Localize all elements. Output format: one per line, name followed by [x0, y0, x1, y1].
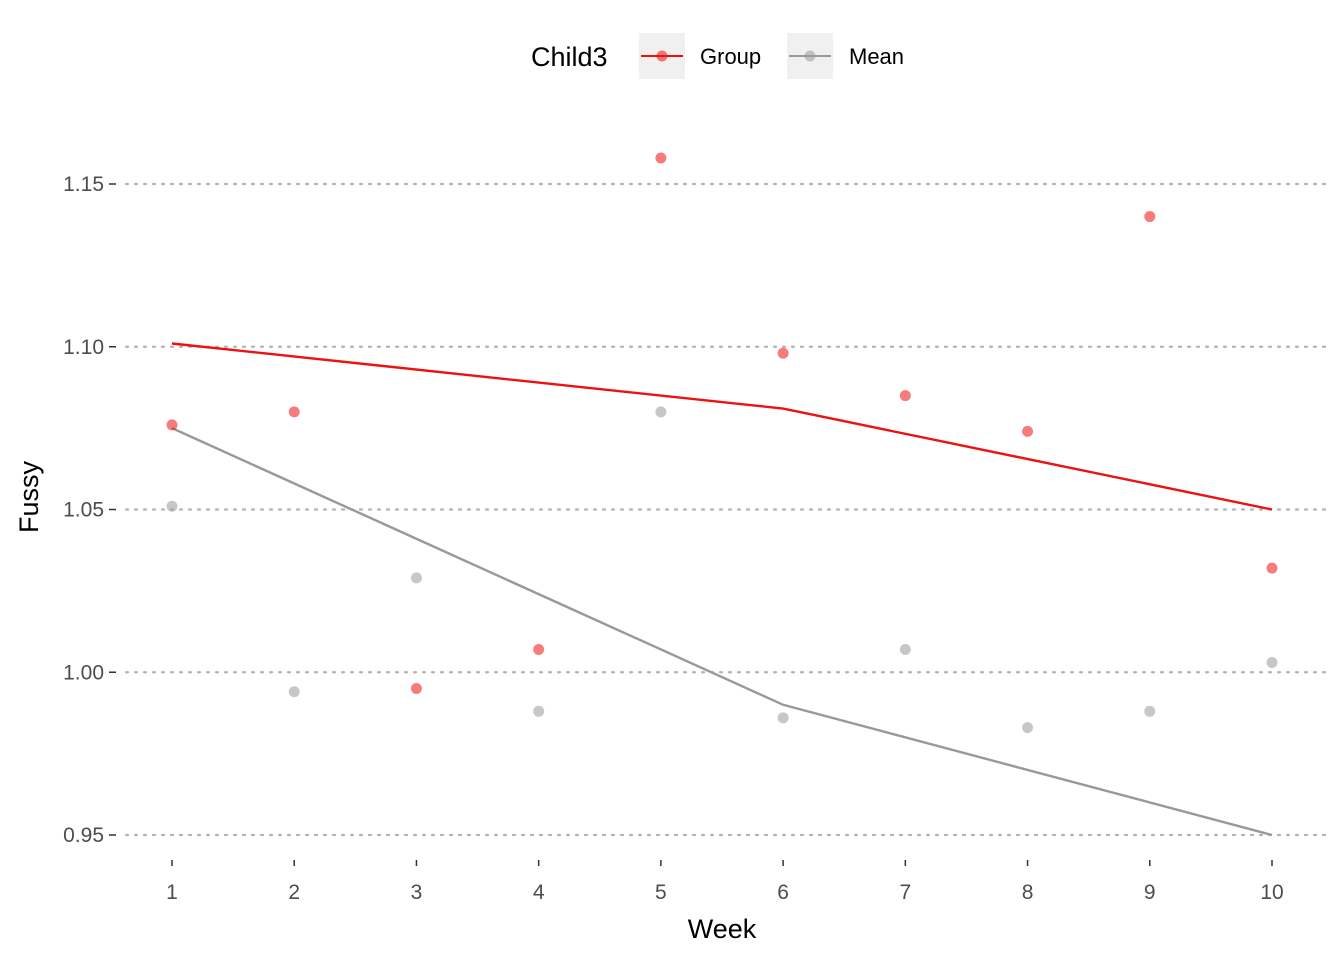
point-mean-5 — [655, 406, 667, 418]
point-mean-9 — [1144, 705, 1156, 717]
grid-layer — [124, 182, 1330, 837]
x-axis-title: Week — [688, 914, 757, 944]
point-mean-10 — [1266, 656, 1278, 668]
point-group-2 — [288, 406, 300, 418]
x-tick-label-9: 10 — [1260, 881, 1283, 904]
data-points — [166, 152, 1278, 734]
y-tick-label-1: 1.00 — [63, 661, 104, 684]
y-tick-label-3: 1.10 — [63, 336, 104, 359]
point-mean-3 — [410, 572, 422, 584]
y-tick-label-2: 1.05 — [63, 499, 104, 522]
point-mean-1 — [166, 500, 178, 512]
point-group-10 — [1266, 562, 1278, 574]
y-axis: 0.95 1.00 1.05 1.10 1.15 — [63, 173, 116, 847]
x-tick-label-5: 6 — [777, 881, 789, 904]
y-axis-title: Fussy — [14, 460, 44, 533]
point-group-9 — [1144, 211, 1156, 223]
legend-title: Child3 — [531, 42, 608, 72]
point-mean-2 — [288, 686, 300, 698]
x-axis: 1 2 3 4 5 6 7 8 9 10 — [166, 860, 1284, 904]
legend-label-mean: Mean — [849, 44, 904, 69]
point-group-7 — [899, 390, 911, 402]
legend-label-group: Group — [700, 44, 761, 69]
trend-line-mean — [171, 427, 1273, 837]
point-group-3 — [410, 683, 422, 695]
trend-lines — [171, 342, 1273, 837]
point-group-4 — [533, 643, 545, 655]
point-mean-4 — [533, 705, 545, 717]
x-tick-label-0: 1 — [166, 881, 178, 904]
x-tick-label-6: 7 — [899, 881, 911, 904]
x-tick-label-7: 8 — [1022, 881, 1034, 904]
legend: Child3 Group Mean — [531, 33, 904, 79]
point-mean-8 — [1022, 722, 1034, 734]
x-tick-label-8: 9 — [1144, 881, 1156, 904]
point-group-8 — [1022, 425, 1034, 437]
point-mean-7 — [899, 643, 911, 655]
legend-key-mean-point — [804, 50, 816, 62]
y-tick-label-0: 0.95 — [63, 824, 104, 847]
point-group-5 — [655, 152, 667, 164]
x-tick-label-2: 3 — [411, 881, 423, 904]
legend-key-group-point — [656, 50, 668, 62]
point-group-1 — [166, 419, 178, 431]
point-group-6 — [777, 347, 789, 359]
point-mean-6 — [777, 712, 789, 724]
x-tick-label-1: 2 — [288, 881, 300, 904]
x-tick-label-4: 5 — [655, 881, 667, 904]
x-tick-label-3: 4 — [533, 881, 545, 904]
trend-line-group — [171, 342, 1273, 511]
y-tick-label-4: 1.15 — [63, 173, 104, 196]
